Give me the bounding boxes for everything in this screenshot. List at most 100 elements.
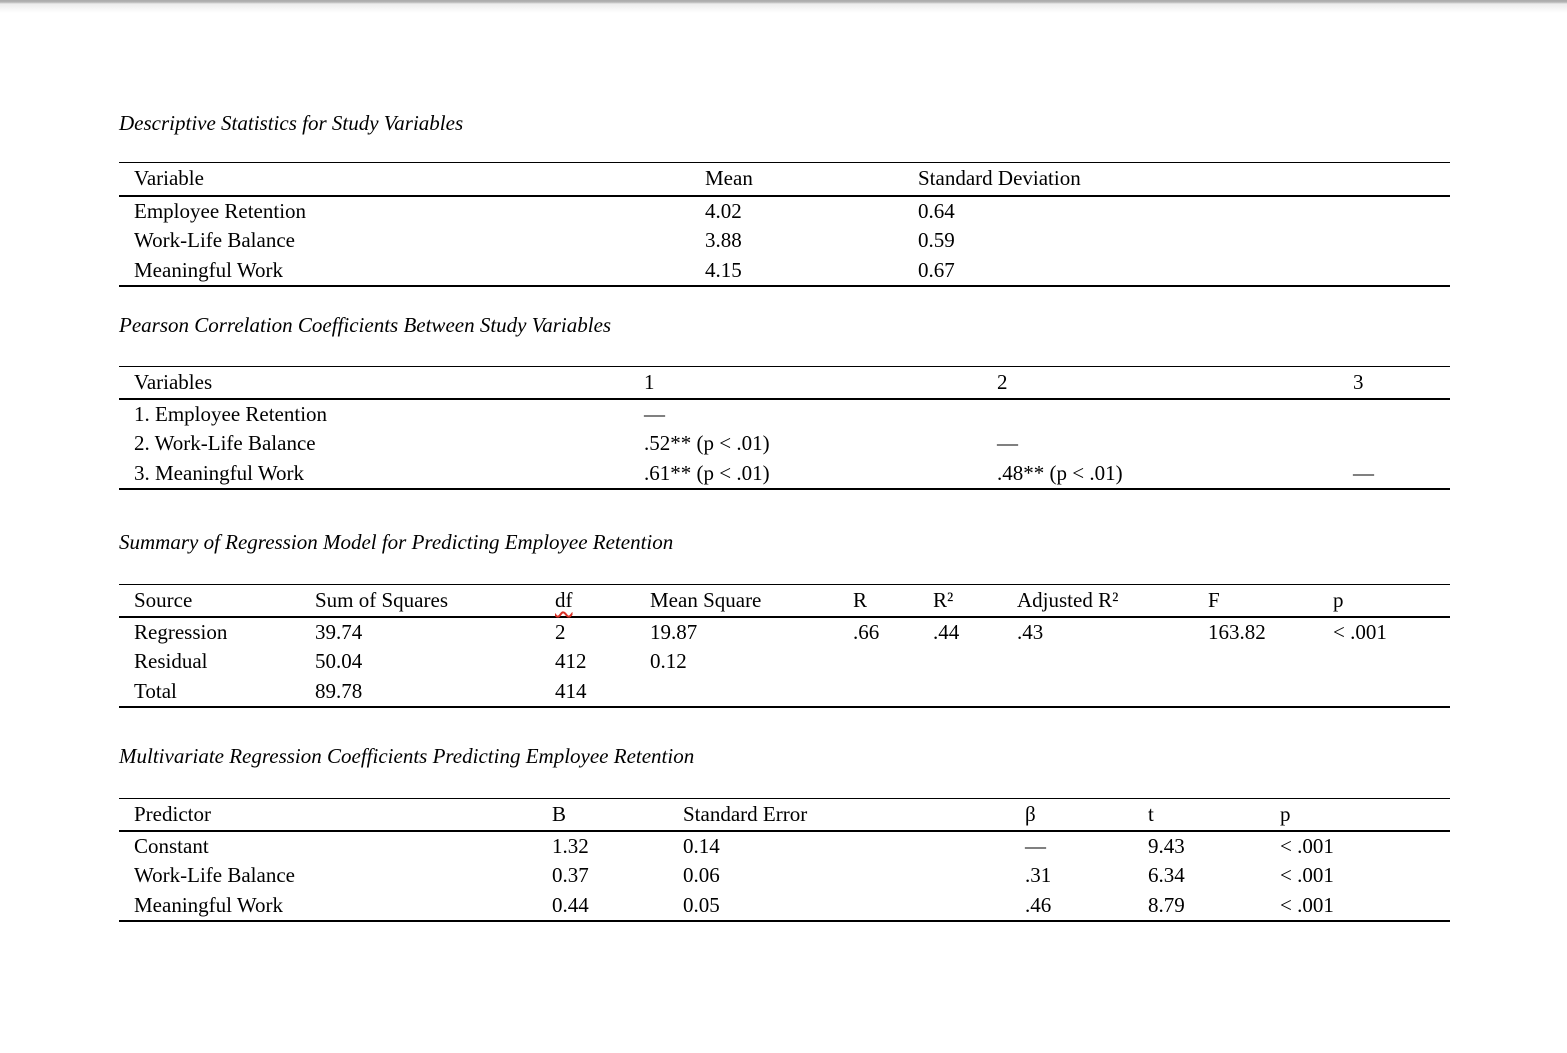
table-cell: .61** (p < .01): [644, 460, 770, 485]
table-header-row: Variables 1 2 3: [119, 366, 1450, 399]
column-header: Mean Square: [650, 587, 762, 612]
table-header-row: Source Sum of Squares df Mean Square R R…: [119, 584, 1450, 617]
section-title-descriptive-statistics: Descriptive Statistics for Study Variabl…: [119, 111, 464, 135]
table-cell: .31: [1025, 863, 1052, 887]
table-row: Constant 1.32 0.14 — 9.43 < .001: [119, 831, 1450, 861]
table-cell: [853, 647, 933, 677]
table-row: Regression 39.74 2 19.87 .66 .44 .43 163…: [119, 617, 1450, 647]
column-header: Predictor: [134, 801, 211, 826]
column-header: β: [1025, 801, 1036, 826]
table-cell: .44: [933, 619, 960, 644]
table-cell: 414: [555, 678, 587, 703]
column-header: Sum of Squares: [315, 587, 448, 612]
table-row: Residual 50.04 412 0.12: [119, 647, 1450, 677]
table-row: Total 89.78 414: [119, 677, 1450, 707]
table-row: Work-Life Balance 3.88 0.59: [119, 226, 1450, 256]
table-cell: 1.32: [552, 833, 589, 858]
table-cell: 8.79: [1148, 892, 1185, 917]
column-header: p: [1333, 587, 1344, 612]
table-cell: Meaningful Work: [134, 257, 283, 282]
table-cell: 19.87: [650, 619, 698, 644]
table-cell: 3.88: [705, 228, 742, 252]
table-row: Employee Retention 4.02 0.64: [119, 196, 1450, 226]
column-header: p: [1280, 801, 1291, 826]
table-cell: [1017, 677, 1208, 707]
table-cell: [1353, 399, 1450, 429]
table-cell: 4.15: [705, 257, 742, 282]
table-cell: [1017, 647, 1208, 677]
table-cell: 0.64: [918, 198, 955, 223]
table-cell: [1333, 647, 1450, 677]
table-row: Meaningful Work 0.44 0.05 .46 8.79 < .00…: [119, 891, 1450, 921]
table-cell: Residual: [134, 649, 208, 673]
table-header-row: Predictor B Standard Error β t p: [119, 798, 1450, 831]
table-cell: [1353, 429, 1450, 459]
column-header: Standard Deviation: [918, 166, 1081, 191]
column-header: 2: [997, 369, 1008, 394]
table-cell: —: [644, 401, 665, 426]
table-cell: 3. Meaningful Work: [134, 460, 304, 485]
table-cell: [997, 399, 1353, 429]
table-row: Work-Life Balance 0.37 0.06 .31 6.34 < .…: [119, 861, 1450, 891]
table-cell: 6.34: [1148, 863, 1185, 887]
section-title-pearson-correlations: Pearson Correlation Coefficients Between…: [119, 313, 612, 337]
table-cell: 1. Employee Retention: [134, 401, 328, 426]
column-header: R²: [933, 587, 954, 612]
table-cell: —: [1025, 833, 1046, 858]
section-title-regression-summary: Summary of Regression Model for Predicti…: [119, 530, 674, 554]
table-cell: 50.04: [315, 649, 363, 673]
table-cell: 0.06: [683, 863, 720, 887]
table-cell: Total: [134, 678, 177, 703]
column-header: B: [552, 801, 567, 826]
table-cell: 9.43: [1148, 833, 1185, 858]
section-title-regression-coefficients: Multivariate Regression Coefficients Pre…: [119, 744, 695, 768]
regression-summary-table: Source Sum of Squares df Mean Square R R…: [119, 584, 1450, 708]
correlation-table: Variables 1 2 3 1. Employee Retention — …: [119, 366, 1450, 490]
table-cell: 2: [555, 619, 566, 644]
table-cell: Constant: [134, 833, 209, 858]
table-row: Meaningful Work 4.15 0.67: [119, 256, 1450, 286]
table-cell: < .001: [1280, 863, 1334, 887]
table-cell: 0.14: [683, 833, 720, 858]
table-cell: .43: [1017, 619, 1044, 644]
column-header: 3: [1353, 369, 1364, 394]
table-cell: [933, 647, 1017, 677]
table-cell: 163.82: [1208, 619, 1266, 644]
table-cell: < .001: [1280, 833, 1334, 858]
table-cell: 0.12: [650, 649, 687, 673]
column-header-spellcheck-flagged: df: [555, 585, 650, 617]
table-row: 1. Employee Retention —: [119, 399, 1450, 429]
column-header: t: [1148, 801, 1154, 826]
column-header: Adjusted R²: [1017, 587, 1119, 612]
table-cell: [1208, 677, 1333, 707]
column-header: R: [853, 587, 868, 612]
table-cell: [1333, 677, 1450, 707]
table-cell: < .001: [1280, 892, 1334, 917]
table-cell: 2. Work-Life Balance: [134, 431, 316, 455]
table-cell: 4.02: [705, 198, 742, 223]
table-cell: [1208, 647, 1333, 677]
table-cell: —: [997, 431, 1018, 455]
table-cell: 412: [555, 649, 587, 673]
table-cell: 0.05: [683, 892, 720, 917]
table-cell: [933, 677, 1017, 707]
table-cell: 0.67: [918, 257, 955, 282]
column-header: 1: [644, 369, 655, 394]
table-cell: —: [1353, 460, 1374, 485]
column-header: F: [1208, 587, 1220, 612]
table-cell: .48** (p < .01): [997, 460, 1123, 485]
table-cell: .52** (p < .01): [644, 431, 770, 455]
page-top-edge-shadow: [0, 0, 1567, 14]
table-cell: 89.78: [315, 678, 363, 703]
table-header-row: Variable Mean Standard Deviation: [119, 162, 1450, 196]
table-cell: Meaningful Work: [134, 892, 283, 917]
column-header: Variable: [134, 166, 204, 191]
table-cell: Employee Retention: [134, 198, 307, 223]
table-row: 3. Meaningful Work .61** (p < .01) .48**…: [119, 459, 1450, 489]
column-header: Variables: [134, 369, 213, 394]
table-cell: < .001: [1333, 619, 1387, 644]
table-cell: 0.37: [552, 863, 589, 887]
table-cell: Work-Life Balance: [134, 228, 295, 252]
descriptive-statistics-table: Variable Mean Standard Deviation Employe…: [119, 162, 1450, 287]
